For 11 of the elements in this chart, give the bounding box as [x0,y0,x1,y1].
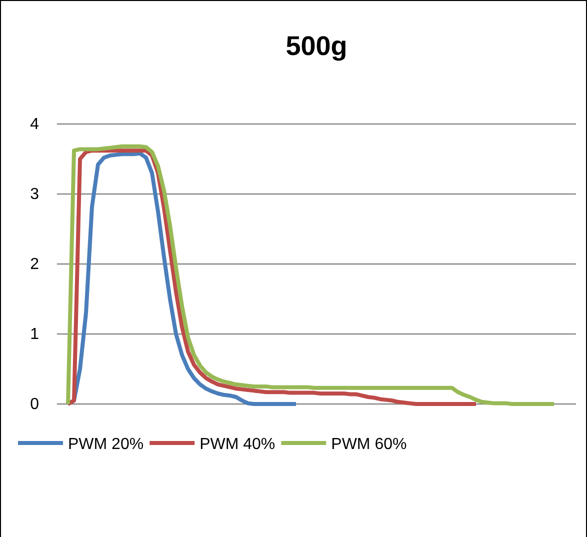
y-tick-label: 0 [30,396,40,414]
line-series [66,148,478,406]
y-tick-label: 4 [30,116,40,134]
legend-label: PWM 20% [68,436,144,453]
legend-label: PWM 40% [200,436,276,453]
y-tick-label: 2 [30,256,40,274]
y-tick-label: 3 [30,186,40,204]
y-tick-label: 1 [30,326,40,344]
line-series [66,144,556,406]
chart-title: 500g [286,31,348,61]
legend-label: PWM 60% [331,436,407,453]
